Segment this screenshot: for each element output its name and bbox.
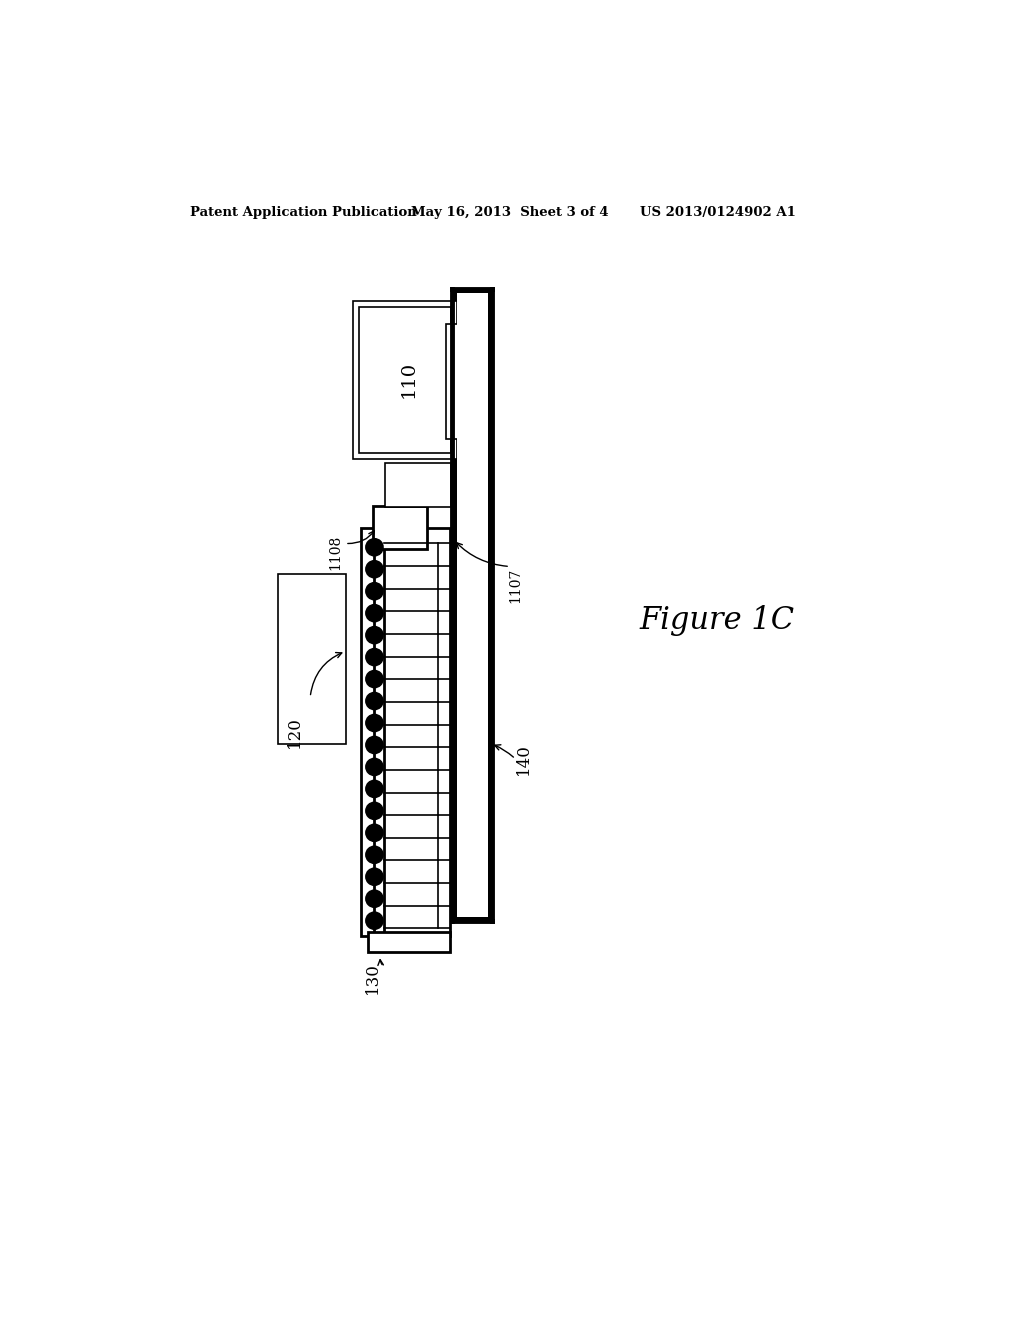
Circle shape [366, 582, 383, 599]
Text: 130: 130 [365, 962, 381, 994]
Circle shape [366, 561, 383, 578]
Circle shape [366, 912, 383, 929]
Circle shape [366, 869, 383, 886]
Circle shape [366, 671, 383, 688]
Text: 110: 110 [399, 360, 418, 397]
Bar [373, 507, 427, 549]
Bar [360, 528, 375, 936]
Circle shape [366, 693, 383, 709]
Circle shape [366, 825, 383, 841]
Circle shape [366, 539, 383, 556]
Circle shape [366, 759, 383, 775]
Circle shape [366, 846, 383, 863]
Circle shape [366, 648, 383, 665]
Bar [385, 462, 452, 507]
Text: US 2013/0124902 A1: US 2013/0124902 A1 [640, 206, 796, 219]
Circle shape [366, 737, 383, 754]
Text: Figure 1C: Figure 1C [640, 605, 795, 636]
Bar [384, 528, 450, 936]
Text: Patent Application Publication: Patent Application Publication [190, 206, 417, 219]
Bar [445, 323, 461, 440]
Bar [457, 293, 487, 917]
Circle shape [366, 605, 383, 622]
Bar [352, 301, 458, 459]
Circle shape [366, 890, 383, 907]
Circle shape [366, 627, 383, 644]
Text: 1107: 1107 [509, 568, 522, 603]
Bar [278, 574, 346, 743]
Circle shape [366, 780, 383, 797]
Circle shape [366, 714, 383, 731]
Text: 140: 140 [515, 743, 531, 775]
Bar [369, 932, 450, 952]
Text: 1108: 1108 [329, 535, 343, 570]
Text: May 16, 2013  Sheet 3 of 4: May 16, 2013 Sheet 3 of 4 [411, 206, 608, 219]
Circle shape [366, 803, 383, 820]
Bar [452, 289, 493, 921]
Text: 120: 120 [286, 717, 303, 748]
Bar [359, 308, 452, 453]
